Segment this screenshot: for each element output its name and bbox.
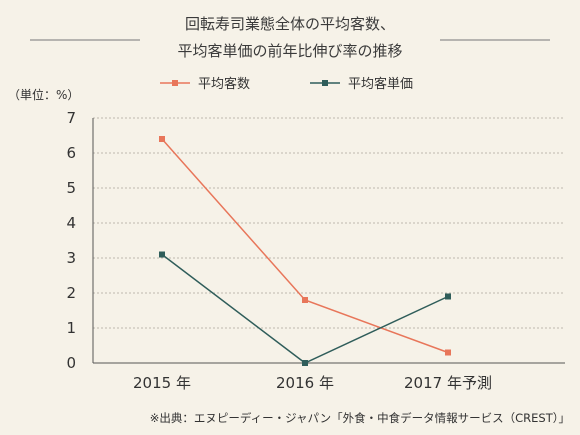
series-line-2 [161,253,449,364]
legend-label-series2: 平均客単価 [348,76,413,92]
series-line-1 [161,138,449,354]
data-point-series2 [159,251,165,258]
data-point-series2 [302,360,308,366]
y-tick-label: 3 [66,249,76,267]
legend-marker-series1 [172,80,178,86]
y-tick-label: 0 [66,354,76,372]
y-tick-label: 6 [66,144,76,162]
y-unit-label: （単位：%） [8,87,79,102]
axes [92,118,565,364]
x-tick-label: 2016 年 [276,374,334,392]
y-tick-label: 4 [66,214,76,232]
chart-title-line2: 平均客単価の前年比伸び率の推移 [177,42,402,60]
legend: 平均客数 平均客単価 [160,76,413,92]
legend-marker-series2 [322,80,328,86]
data-point-series1 [302,297,308,303]
chart-title-line1: 回転寿司業態全体の平均客数、 [185,15,395,33]
tick-labels: 0 1 2 3 4 5 6 7 2015 年 2016 年 2017 年予測 [66,109,492,392]
series [159,136,451,366]
x-tick-label: 2017 年予測 [404,374,492,392]
y-tick-label: 5 [66,179,76,197]
data-point-series1 [159,136,165,142]
y-tick-label: 2 [66,284,76,302]
y-tick-label: 1 [66,319,76,337]
data-point-series1 [445,349,451,356]
grid [93,117,565,329]
x-tick-label: 2015 年 [133,374,191,392]
source-note: ※出典：エヌピーディー・ジャパン「外食・中食データ情報サービス（CREST）」 [150,411,570,425]
y-tick-label: 7 [66,109,76,127]
legend-label-series1: 平均客数 [198,76,250,92]
data-point-series2 [445,293,451,300]
